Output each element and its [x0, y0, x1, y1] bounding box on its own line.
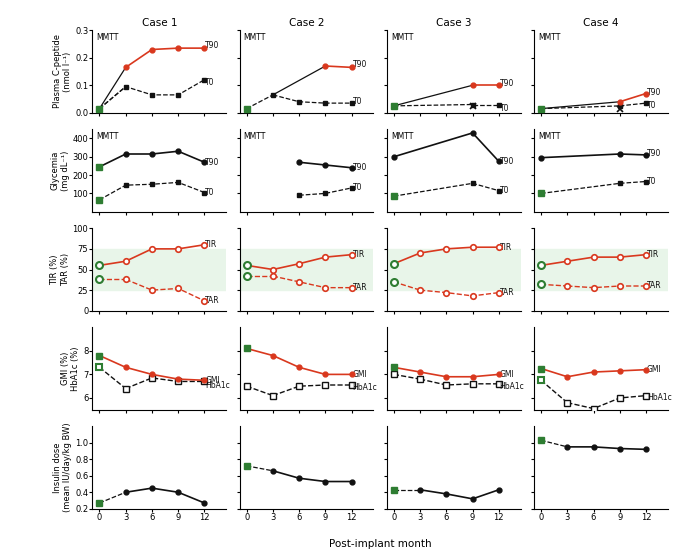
Text: TIR: TIR [206, 240, 218, 249]
Y-axis label: Glycemia
(mg dL⁻¹): Glycemia (mg dL⁻¹) [50, 150, 70, 191]
Text: MMTT: MMTT [391, 33, 413, 42]
Text: TAR: TAR [647, 282, 662, 290]
Text: MMTT: MMTT [391, 132, 413, 141]
Text: T0: T0 [647, 177, 656, 186]
Text: TIR: TIR [647, 250, 659, 259]
Text: MMTT: MMTT [538, 132, 560, 141]
Text: TAR: TAR [206, 296, 220, 305]
Text: MMTT: MMTT [244, 132, 266, 141]
Text: HbA1c: HbA1c [647, 393, 671, 403]
Text: T90: T90 [647, 89, 661, 97]
Text: T0: T0 [499, 104, 509, 113]
Text: T90: T90 [353, 60, 367, 69]
Text: T90: T90 [353, 163, 367, 172]
Text: T0: T0 [647, 101, 656, 111]
Text: T90: T90 [499, 157, 514, 166]
Text: T0: T0 [353, 183, 362, 192]
Text: T90: T90 [647, 149, 661, 158]
Text: TAR: TAR [499, 288, 514, 297]
Text: TAR: TAR [353, 283, 367, 292]
Text: MMTT: MMTT [244, 33, 266, 42]
Title: Case 3: Case 3 [436, 18, 471, 28]
Y-axis label: GMI (%)
HbA1c (%): GMI (%) HbA1c (%) [61, 346, 80, 390]
Text: Post-implant month: Post-implant month [329, 539, 432, 549]
Text: T0: T0 [206, 188, 215, 197]
Bar [92, 249, 226, 290]
Title: Case 2: Case 2 [289, 18, 324, 28]
Text: T0: T0 [353, 97, 362, 106]
Y-axis label: Plasma C-peptide
(nmol l⁻¹): Plasma C-peptide (nmol l⁻¹) [53, 35, 73, 108]
Text: GMI: GMI [353, 370, 367, 379]
Text: MMTT: MMTT [97, 132, 119, 141]
Text: GMI: GMI [499, 370, 514, 379]
Bar [240, 249, 373, 290]
Text: T0: T0 [499, 186, 509, 195]
Text: TIR: TIR [499, 243, 512, 252]
Text: T0: T0 [206, 78, 215, 87]
Title: Case 1: Case 1 [142, 18, 177, 28]
Y-axis label: Insulin dose
(mean IU/day/kg BW): Insulin dose (mean IU/day/kg BW) [53, 423, 73, 512]
Text: GMI: GMI [206, 376, 220, 385]
Text: HbA1c: HbA1c [499, 382, 525, 390]
Text: MMTT: MMTT [538, 33, 560, 42]
Text: T90: T90 [499, 79, 514, 89]
Text: TIR: TIR [353, 250, 364, 259]
Text: T90: T90 [206, 158, 220, 167]
Title: Case 4: Case 4 [583, 18, 619, 28]
Text: GMI: GMI [647, 365, 662, 374]
Text: HbA1c: HbA1c [353, 383, 377, 392]
Text: MMTT: MMTT [97, 33, 119, 42]
Text: HbA1c: HbA1c [206, 381, 230, 389]
Y-axis label: TIR (%)
TAR (%): TIR (%) TAR (%) [51, 253, 70, 286]
Bar [534, 249, 668, 290]
Text: T90: T90 [206, 41, 220, 50]
Bar [387, 249, 521, 290]
